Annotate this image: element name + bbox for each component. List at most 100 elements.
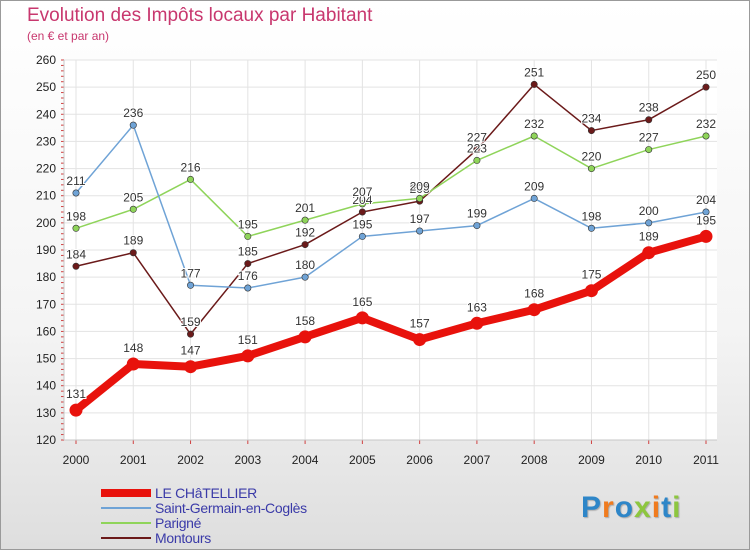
data-label-parign: 232 xyxy=(524,117,544,131)
y-tick-label: 240 xyxy=(36,107,56,121)
data-label-le-ch-tellier: 189 xyxy=(639,230,659,244)
legend-swatch xyxy=(101,507,151,509)
data-point-parign xyxy=(301,216,309,224)
logo-letter: x xyxy=(634,491,652,524)
data-label-parign: 195 xyxy=(238,217,258,231)
data-label-parign: 205 xyxy=(123,190,143,204)
data-label-montours: 184 xyxy=(66,247,86,261)
data-label-le-ch-tellier: 158 xyxy=(295,314,315,328)
data-label-parign: 201 xyxy=(295,201,315,215)
legend-swatch xyxy=(101,489,151,497)
data-point-le-ch-tellier xyxy=(527,303,541,317)
data-point-le-ch-tellier xyxy=(355,311,369,325)
data-label-le-ch-tellier: 147 xyxy=(181,344,201,358)
data-label-saint-germain-en-cogl-s: 236 xyxy=(123,106,143,120)
data-point-montours xyxy=(72,262,80,270)
data-point-le-ch-tellier xyxy=(126,357,140,371)
data-point-saint-germain-en-cogl-s xyxy=(187,281,195,289)
y-tick-label: 150 xyxy=(36,352,56,366)
data-label-montours: 192 xyxy=(295,226,315,240)
x-tick-label: 2002 xyxy=(177,453,204,467)
data-label-montours: 234 xyxy=(581,112,601,126)
y-tick-label: 180 xyxy=(36,270,56,284)
data-point-montours xyxy=(129,249,137,257)
y-tick-label: 220 xyxy=(36,162,56,176)
data-point-parign xyxy=(72,224,80,232)
y-tick-label: 230 xyxy=(36,134,56,148)
y-tick-label: 130 xyxy=(36,406,56,420)
data-point-le-ch-tellier xyxy=(413,333,427,347)
data-label-saint-germain-en-cogl-s: 200 xyxy=(639,204,659,218)
data-label-montours: 189 xyxy=(123,234,143,248)
data-point-parign xyxy=(473,156,481,164)
data-label-le-ch-tellier: 151 xyxy=(238,333,258,347)
data-label-le-ch-tellier: 175 xyxy=(581,268,601,282)
data-point-montours xyxy=(530,80,538,88)
data-point-le-ch-tellier xyxy=(470,316,484,330)
data-point-saint-germain-en-cogl-s xyxy=(72,189,80,197)
data-label-saint-germain-en-cogl-s: 198 xyxy=(581,209,601,223)
logo-letter: o xyxy=(614,491,635,524)
data-point-saint-germain-en-cogl-s xyxy=(358,232,366,240)
series-layer xyxy=(69,80,713,417)
data-point-montours xyxy=(645,116,653,124)
data-point-saint-germain-en-cogl-s xyxy=(587,224,595,232)
y-tick-label: 190 xyxy=(36,243,56,257)
data-label-le-ch-tellier: 163 xyxy=(467,300,487,314)
y-tick-label: 140 xyxy=(36,379,56,393)
legend-label: LE CHâTELLIER xyxy=(155,485,257,501)
data-point-le-ch-tellier xyxy=(584,284,598,298)
data-point-saint-germain-en-cogl-s xyxy=(244,284,252,292)
data-label-montours: 208 xyxy=(410,182,430,196)
axis-layer: 120 130 140 150 160 170 180 190 200 210 220 230 240 2… xyxy=(36,53,719,467)
x-tick-label: 2009 xyxy=(578,453,605,467)
legend-item-le-ch-tellier: LE CHâTELLIER xyxy=(101,485,257,501)
data-point-le-ch-tellier xyxy=(642,246,656,260)
y-tick-label: 160 xyxy=(36,324,56,338)
data-point-le-ch-tellier xyxy=(184,360,198,374)
logo-letter: P xyxy=(581,491,603,524)
data-point-parign xyxy=(702,132,710,140)
legend-item-parign: Parigné xyxy=(101,515,201,531)
legend-label: Parigné xyxy=(155,515,202,531)
data-label-parign: 220 xyxy=(581,150,601,164)
data-label-montours: 204 xyxy=(352,193,372,207)
data-point-parign xyxy=(645,146,653,154)
data-label-le-ch-tellier: 131 xyxy=(66,387,86,401)
data-label-montours: 185 xyxy=(238,245,258,259)
y-tick-label: 170 xyxy=(36,297,56,311)
data-label-montours: 238 xyxy=(639,101,659,115)
data-point-saint-germain-en-cogl-s xyxy=(416,227,424,235)
data-point-le-ch-tellier xyxy=(699,229,713,243)
data-point-parign xyxy=(530,132,538,140)
data-label-parign: 216 xyxy=(181,160,201,174)
legend-swatch xyxy=(101,522,151,524)
data-point-parign xyxy=(187,175,195,183)
x-tick-label: 2011 xyxy=(693,453,719,467)
data-label-parign: 223 xyxy=(467,141,487,155)
x-tick-label: 2008 xyxy=(521,453,548,467)
series-line-parign xyxy=(75,135,707,238)
y-tick-label: 200 xyxy=(36,216,56,230)
proxiti-logo: Proxiti xyxy=(581,491,681,525)
x-tick-label: 2000 xyxy=(63,453,90,467)
data-point-montours xyxy=(187,330,195,338)
y-tick-label: 210 xyxy=(36,189,56,203)
y-tick-label: 250 xyxy=(36,80,56,94)
data-label-saint-germain-en-cogl-s: 195 xyxy=(352,217,372,231)
x-tick-label: 2010 xyxy=(635,453,662,467)
data-label-saint-germain-en-cogl-s: 177 xyxy=(181,266,201,280)
data-point-le-ch-tellier xyxy=(241,349,255,363)
y-tick-label: 260 xyxy=(36,53,56,67)
data-label-saint-germain-en-cogl-s: 180 xyxy=(295,258,315,272)
chart-title: Evolution des Impôts locaux par Habitant xyxy=(27,5,373,26)
data-point-parign xyxy=(129,205,137,213)
grid-layer xyxy=(64,59,717,441)
legend-label: Saint-Germain-en-Coglès xyxy=(155,500,307,516)
data-point-saint-germain-en-cogl-s xyxy=(473,222,481,230)
logo-letter: i xyxy=(672,491,682,524)
data-label-le-ch-tellier: 165 xyxy=(352,295,372,309)
logo-letter: r xyxy=(602,491,615,524)
data-label-saint-germain-en-cogl-s: 197 xyxy=(410,212,430,226)
